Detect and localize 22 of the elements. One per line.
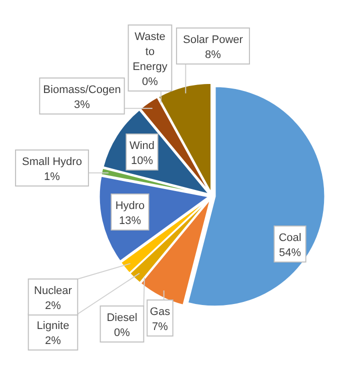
data-label: 54%: [278, 247, 302, 259]
slice-label: Solar Power: [183, 34, 244, 46]
slice-label: Biomass/Cogen: [43, 84, 121, 96]
slice-label: Hydro: [115, 200, 145, 212]
category-label: Diesel: [106, 312, 138, 324]
data-label: 13%: [118, 215, 142, 227]
slice-label: Small Hydro: [22, 156, 82, 168]
data-label: 3%: [74, 99, 90, 111]
slice-label: Lignite: [36, 320, 70, 332]
data-label: 8%: [205, 49, 222, 61]
category-label: Waste to Energy: [132, 31, 168, 73]
data-label: 2%: [45, 300, 62, 312]
slice-label: Nuclear: [34, 285, 72, 297]
slice-label: Coal: [278, 232, 302, 244]
data-label: 2%: [45, 335, 62, 347]
text: 0%: [114, 327, 130, 339]
slice-label: Wind: [129, 140, 155, 152]
slice-label: Gas: [150, 306, 171, 318]
data-label: 10%: [130, 155, 154, 167]
data-label: 7%: [152, 321, 168, 333]
text: 0%: [142, 76, 158, 88]
data-label: 1%: [44, 171, 60, 183]
